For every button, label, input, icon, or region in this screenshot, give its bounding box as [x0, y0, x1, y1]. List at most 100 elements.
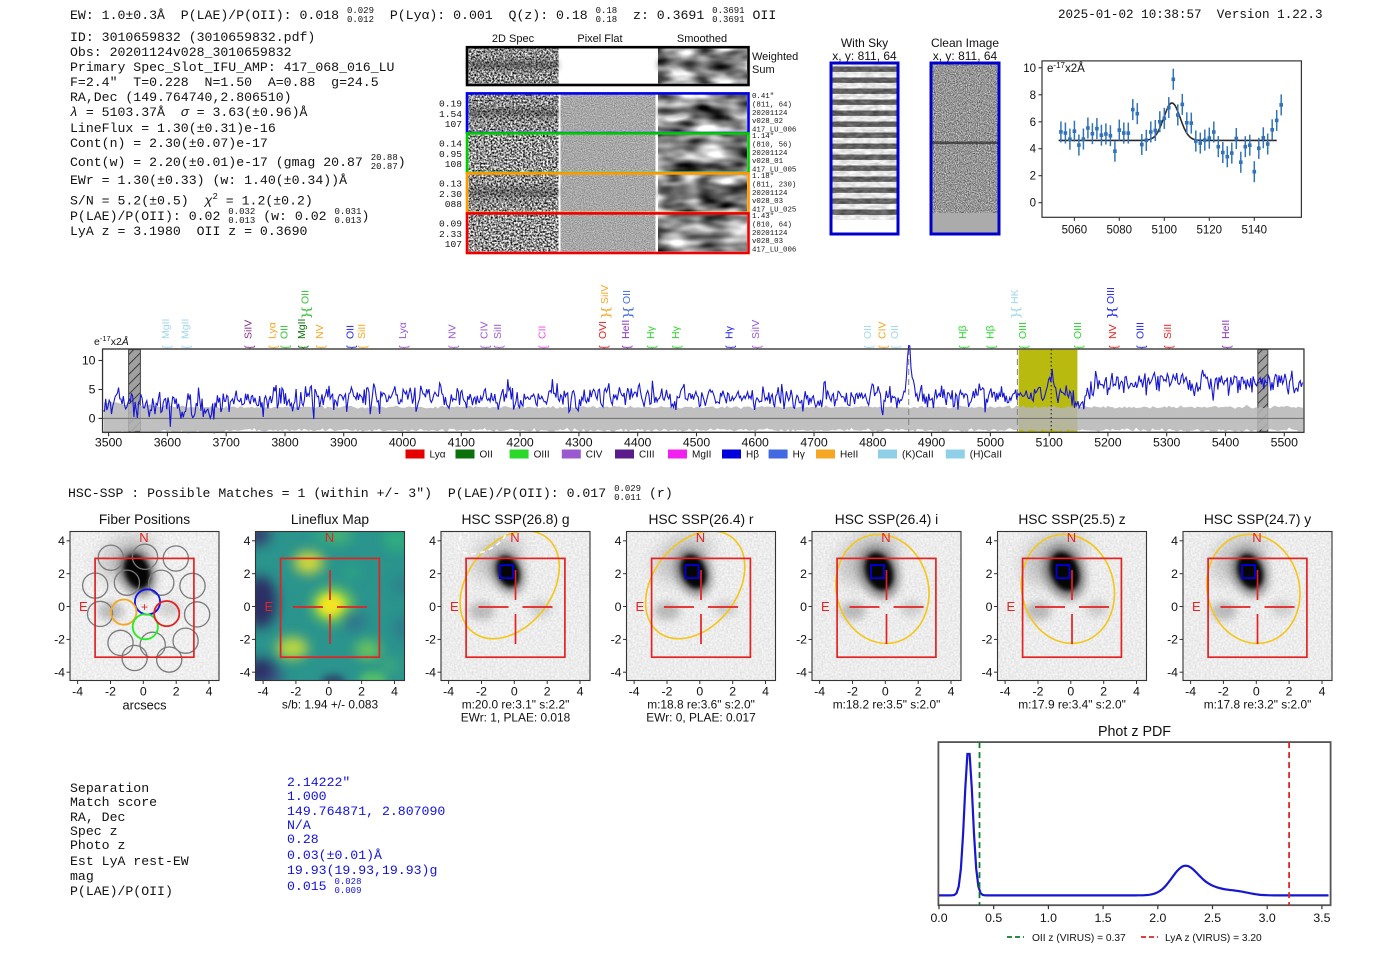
svg-text:1.0: 1.0 [1040, 911, 1057, 925]
svg-text:{: { [1221, 345, 1233, 349]
svg-text:{: { [244, 345, 256, 349]
svg-text:4: 4 [986, 534, 993, 548]
svg-text:2: 2 [244, 567, 251, 581]
svg-text:Lyα: Lyα [430, 450, 446, 461]
svg-text:0: 0 [58, 600, 65, 614]
svg-text:2: 2 [429, 567, 436, 581]
svg-text:}{: }{ [299, 307, 312, 318]
svg-text:E: E [821, 599, 830, 614]
svg-text:5080: 5080 [1107, 224, 1133, 236]
svg-text:0: 0 [1030, 198, 1036, 210]
svg-text:4: 4 [391, 685, 398, 699]
svg-text:v028_01: v028_01 [752, 158, 784, 166]
svg-text:}{: }{ [621, 307, 634, 318]
svg-text:1.54: 1.54 [439, 109, 462, 120]
svg-text:+: + [141, 600, 148, 614]
svg-text:SiIV: SiIV [599, 285, 611, 304]
svg-text:4: 4 [800, 534, 807, 548]
svg-text:-4: -4 [258, 685, 269, 699]
svg-text:0: 0 [882, 685, 889, 699]
svg-text:{: { [315, 345, 327, 349]
svg-text:Hβ: Hβ [746, 450, 759, 461]
svg-text:2.5: 2.5 [1204, 911, 1221, 925]
svg-text:MgII: MgII [296, 319, 308, 339]
svg-text:{: { [538, 345, 550, 349]
svg-text:3500: 3500 [95, 435, 123, 449]
svg-text:m:20.0 re:3.1" s:2.2": m:20.0 re:3.1" s:2.2" [462, 698, 570, 712]
svg-text:-4: -4 [240, 666, 251, 680]
svg-text:OII: OII [862, 325, 874, 339]
svg-text:{: { [671, 345, 683, 349]
svg-text:N: N [510, 530, 519, 545]
svg-text:5120: 5120 [1197, 224, 1223, 236]
svg-text:{: { [1018, 345, 1030, 349]
svg-text:5200: 5200 [1094, 435, 1122, 449]
svg-text:-4: -4 [1185, 685, 1196, 699]
svg-text:-4: -4 [72, 685, 83, 699]
svg-text:5100: 5100 [1036, 435, 1064, 449]
svg-text:NV: NV [314, 324, 326, 339]
svg-text:OII: OII [279, 325, 291, 339]
svg-text:-2: -2 [54, 633, 65, 647]
svg-text:With Sky: With Sky [841, 36, 888, 50]
svg-text:OII z (VIRUS) = 0.37: OII z (VIRUS) = 0.37 [1032, 933, 1126, 944]
svg-text:8: 8 [1030, 90, 1036, 102]
svg-text:{: { [986, 345, 998, 349]
svg-text:0.09: 0.09 [439, 218, 462, 229]
svg-text:-2: -2 [105, 685, 116, 699]
svg-text:4100: 4100 [448, 435, 476, 449]
svg-text:HSC SSP(26.4) i: HSC SSP(26.4) i [835, 512, 939, 527]
svg-text:HSC SSP(24.7) y: HSC SSP(24.7) y [1204, 512, 1311, 527]
svg-text:OIII: OIII [1072, 322, 1084, 339]
svg-text:{: { [161, 345, 173, 349]
svg-text:OII: OII [889, 325, 901, 339]
svg-text:E: E [450, 599, 459, 614]
svg-text:x, y: 811, 64: x, y: 811, 64 [933, 49, 998, 63]
svg-text:2.0: 2.0 [1149, 911, 1166, 925]
svg-text:4700: 4700 [800, 435, 828, 449]
svg-text:{: { [890, 345, 902, 349]
svg-text:HK: HK [1009, 289, 1021, 304]
svg-text:Hβ: Hβ [957, 325, 969, 339]
svg-text:SiII: SiII [356, 324, 368, 339]
svg-text:0: 0 [615, 600, 622, 614]
svg-text:4: 4 [1319, 685, 1326, 699]
svg-text:2: 2 [544, 685, 551, 699]
svg-text:4: 4 [762, 685, 769, 699]
svg-text:{: { [480, 345, 492, 349]
svg-text:2: 2 [615, 567, 622, 581]
svg-text:-4: -4 [443, 685, 454, 699]
svg-text:4800: 4800 [859, 435, 887, 449]
svg-text:SiIV: SiIV [243, 320, 255, 339]
svg-text:0: 0 [325, 685, 332, 699]
svg-text:1.43": 1.43" [752, 213, 774, 221]
svg-text:}{: }{ [1009, 307, 1022, 318]
svg-text:0: 0 [1253, 685, 1260, 699]
svg-text:NV: NV [447, 324, 459, 339]
svg-text:{: { [493, 345, 505, 349]
svg-text:5000: 5000 [977, 435, 1005, 449]
svg-text:{: { [297, 345, 309, 349]
svg-text:LyA z (VIRUS) = 3.20: LyA z (VIRUS) = 3.20 [1165, 933, 1262, 944]
svg-text:{: { [646, 345, 658, 349]
svg-text:107: 107 [445, 119, 462, 130]
svg-text:0: 0 [140, 685, 147, 699]
svg-text:2: 2 [1030, 171, 1036, 183]
svg-text:2: 2 [58, 567, 65, 581]
svg-text:(K)CaII: (K)CaII [902, 450, 934, 461]
svg-text:-2: -2 [1218, 685, 1229, 699]
svg-text:{: { [280, 345, 292, 349]
svg-text:1.5: 1.5 [1095, 911, 1112, 925]
svg-text:20201124: 20201124 [752, 190, 788, 198]
svg-text:HeII: HeII [620, 320, 632, 339]
svg-text:Smoothed: Smoothed [677, 33, 727, 45]
svg-text:HSC SSP(26.4) r: HSC SSP(26.4) r [648, 512, 753, 527]
svg-text:3700: 3700 [213, 435, 241, 449]
svg-text:5140: 5140 [1242, 224, 1268, 236]
svg-text:HeII: HeII [1220, 320, 1232, 339]
svg-text:4: 4 [244, 534, 251, 548]
svg-text:{: { [1163, 345, 1175, 349]
svg-text:4: 4 [58, 534, 65, 548]
svg-text:Hγ: Hγ [645, 325, 657, 339]
svg-text:4: 4 [577, 685, 584, 699]
